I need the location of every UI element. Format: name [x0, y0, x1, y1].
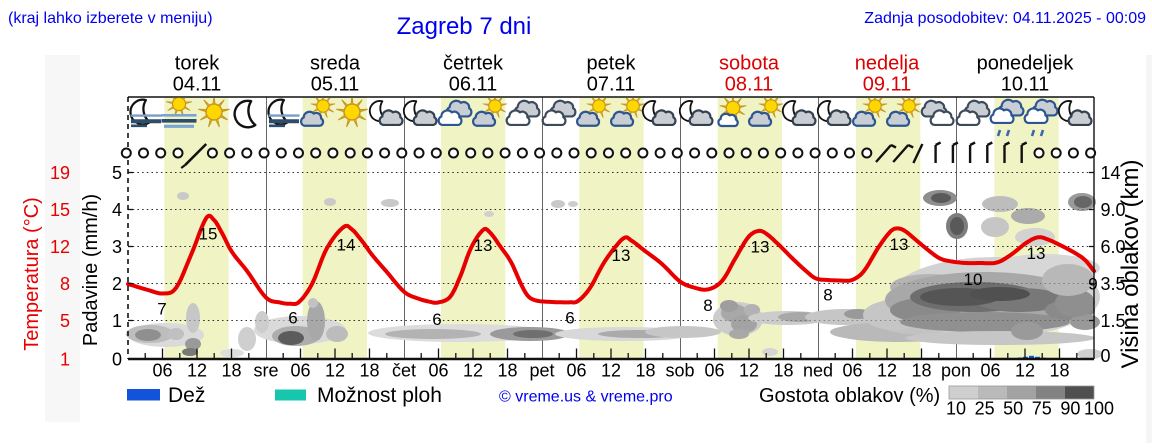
svg-text:14: 14 — [1101, 163, 1121, 183]
svg-text:04.11: 04.11 — [173, 74, 222, 96]
svg-text:Zadnja posodobitev: 04.11.2025: Zadnja posodobitev: 04.11.2025 - 00:09 — [864, 10, 1146, 27]
svg-text:8: 8 — [703, 296, 712, 315]
svg-text:12: 12 — [463, 361, 483, 381]
svg-text:06: 06 — [842, 361, 862, 381]
svg-text:12: 12 — [877, 361, 897, 381]
svg-text:19: 19 — [50, 163, 70, 183]
svg-text:Zagreb 7 dni: Zagreb 7 dni — [397, 13, 532, 40]
svg-text:6: 6 — [288, 309, 297, 328]
svg-text:18: 18 — [359, 361, 379, 381]
svg-text:5: 5 — [60, 311, 70, 331]
svg-text:09.11: 09.11 — [863, 74, 912, 96]
svg-text:1: 1 — [112, 311, 122, 331]
svg-text:9: 9 — [1088, 275, 1097, 294]
svg-text:torek: torek — [175, 53, 220, 75]
svg-text:06: 06 — [428, 361, 448, 381]
svg-text:13: 13 — [1027, 244, 1046, 263]
svg-text:100: 100 — [1084, 399, 1114, 419]
svg-text:6: 6 — [565, 309, 574, 328]
svg-text:7: 7 — [157, 300, 166, 319]
svg-text:sreda: sreda — [310, 53, 361, 75]
svg-text:sob: sob — [665, 361, 694, 381]
svg-text:13: 13 — [612, 246, 631, 265]
svg-text:12: 12 — [1015, 361, 1035, 381]
svg-text:Višina oblakov (km): Višina oblakov (km) — [1117, 160, 1144, 369]
svg-text:4: 4 — [112, 200, 122, 220]
svg-text:06: 06 — [566, 361, 586, 381]
svg-text:18: 18 — [773, 361, 793, 381]
svg-text:08.11: 08.11 — [725, 74, 774, 96]
svg-text:12: 12 — [50, 237, 70, 257]
svg-text:90: 90 — [1060, 399, 1080, 419]
svg-text:1.5: 1.5 — [1101, 311, 1126, 331]
svg-text:15: 15 — [50, 200, 70, 220]
svg-text:75: 75 — [1032, 399, 1052, 419]
svg-text:12: 12 — [187, 361, 207, 381]
svg-text:12: 12 — [325, 361, 345, 381]
svg-text:Temperatura (°C): Temperatura (°C) — [21, 197, 43, 351]
svg-text:četrtek: četrtek — [443, 53, 504, 75]
svg-text:06: 06 — [980, 361, 1000, 381]
svg-text:13: 13 — [751, 238, 770, 257]
svg-text:9.0: 9.0 — [1101, 200, 1126, 220]
svg-text:18: 18 — [221, 361, 241, 381]
svg-text:čet: čet — [392, 361, 416, 381]
svg-text:06: 06 — [290, 361, 310, 381]
svg-text:0: 0 — [1101, 346, 1111, 366]
svg-text:06.11: 06.11 — [449, 74, 498, 96]
svg-text:06: 06 — [152, 361, 172, 381]
svg-text:10: 10 — [964, 270, 983, 289]
svg-text:8: 8 — [60, 274, 70, 294]
svg-text:Gostota oblakov (%): Gostota oblakov (%) — [759, 385, 940, 407]
svg-text:sre: sre — [253, 361, 278, 381]
svg-text:nedelja: nedelja — [855, 53, 920, 75]
svg-text:5: 5 — [112, 163, 122, 183]
svg-text:18: 18 — [1049, 361, 1069, 381]
svg-text:06: 06 — [704, 361, 724, 381]
svg-text:10.11: 10.11 — [1001, 74, 1050, 96]
svg-text:10: 10 — [946, 399, 966, 419]
svg-text:(kraj lahko izberete v meniju): (kraj lahko izberete v meniju) — [8, 10, 213, 27]
svg-text:pon: pon — [941, 361, 971, 381]
svg-text:0: 0 — [112, 349, 122, 369]
svg-text:6: 6 — [432, 310, 441, 329]
svg-text:ned: ned — [803, 361, 833, 381]
svg-text:07.11: 07.11 — [587, 74, 636, 96]
svg-text:pet: pet — [529, 361, 554, 381]
svg-text:13: 13 — [890, 235, 909, 254]
svg-text:1: 1 — [60, 349, 70, 369]
svg-text:3: 3 — [112, 237, 122, 257]
svg-text:Padavine (mm/h): Padavine (mm/h) — [80, 194, 102, 346]
svg-text:6.0: 6.0 — [1101, 237, 1126, 257]
svg-text:50: 50 — [1003, 399, 1023, 419]
svg-text:05.11: 05.11 — [311, 74, 360, 96]
svg-text:18: 18 — [497, 361, 517, 381]
svg-text:sobota: sobota — [719, 53, 780, 75]
svg-text:8: 8 — [823, 286, 832, 305]
svg-text:12: 12 — [601, 361, 621, 381]
svg-text:Možnost ploh: Možnost ploh — [317, 384, 442, 407]
svg-text:12: 12 — [739, 361, 759, 381]
svg-text:25: 25 — [975, 399, 995, 419]
svg-text:2: 2 — [112, 274, 122, 294]
svg-text:18: 18 — [911, 361, 931, 381]
svg-text:14: 14 — [337, 236, 356, 255]
svg-text:18: 18 — [635, 361, 655, 381]
svg-text:ponedeljek: ponedeljek — [977, 53, 1075, 75]
svg-text:petek: petek — [587, 53, 637, 75]
svg-text:15: 15 — [199, 225, 218, 244]
svg-text:3.5: 3.5 — [1101, 274, 1126, 294]
svg-text:Dež: Dež — [168, 384, 205, 407]
svg-text:© vreme.us & vreme.pro: © vreme.us & vreme.pro — [499, 389, 673, 406]
svg-text:13: 13 — [474, 236, 493, 255]
